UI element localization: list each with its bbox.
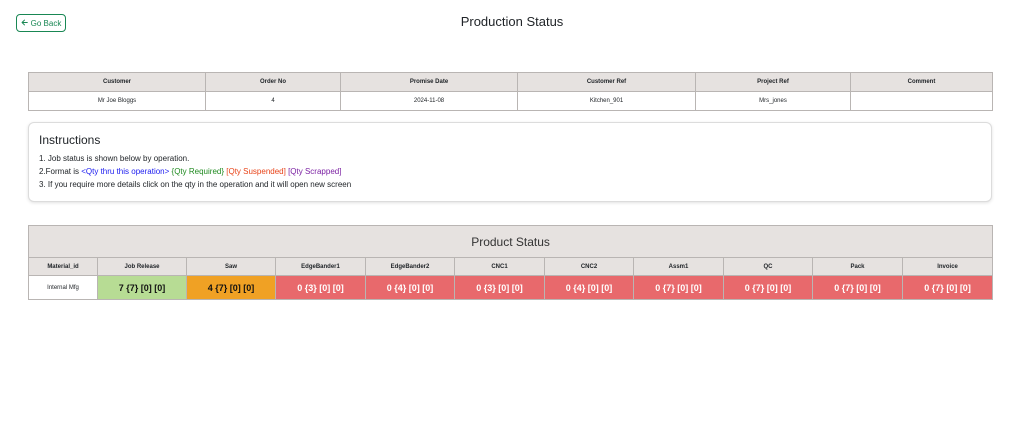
col-cnc2: CNC2: [544, 257, 634, 276]
order-no-cell: 4: [205, 91, 341, 111]
format-qty-suspended: [Qty Suspended]: [226, 167, 286, 176]
col-customer: Customer: [28, 72, 206, 92]
status-cell-cnc1[interactable]: 0 {3} [0] [0]: [454, 275, 545, 300]
col-edgebander2: EdgeBander2: [365, 257, 455, 276]
promise-date-cell: 2024-11-08: [340, 91, 518, 111]
col-comment: Comment: [850, 72, 993, 92]
go-back-label: Go Back: [30, 18, 62, 28]
page-title: Production Status: [460, 14, 564, 29]
col-material-id: Material_id: [28, 257, 98, 276]
order-table: Customer Order No Promise Date Customer …: [28, 72, 993, 111]
product-status-title: Product Status: [27, 225, 994, 258]
format-qty-required: {Qty Required}: [171, 167, 225, 176]
col-saw: Saw: [186, 257, 276, 276]
table-row: Mr Joe Bloggs 4 2024-11-08 Kitchen_901 M…: [28, 91, 993, 111]
col-edgebander1: EdgeBander1: [275, 257, 366, 276]
status-cell-job-release[interactable]: 7 {7} [0] [0]: [97, 275, 187, 300]
order-header-row: Customer Order No Promise Date Customer …: [28, 72, 993, 92]
col-pack: Pack: [812, 257, 903, 276]
status-header-row: Material_id Job Release Saw EdgeBander1 …: [28, 257, 994, 276]
instructions-title: Instructions: [39, 133, 101, 147]
status-cell-assm1[interactable]: 0 {7} [0] [0]: [633, 275, 724, 300]
arrow-left-icon: [21, 19, 28, 28]
status-cell-invoice[interactable]: 0 {7} [0] [0]: [901, 275, 994, 300]
status-cell-edgebander1[interactable]: 0 {3} [0] [0]: [275, 275, 366, 300]
col-customer-ref: Customer Ref: [517, 72, 696, 92]
status-cell-qc[interactable]: 0 {7} [0] [0]: [723, 275, 813, 300]
product-status-table: Product Status Material_id Job Release S…: [27, 225, 994, 300]
comment-cell: [850, 91, 993, 111]
format-qty-thru: <Qty thru this operation>: [81, 167, 170, 176]
col-assm1: Assm1: [633, 257, 724, 276]
status-cell-saw[interactable]: 4 {7} [0] [0]: [186, 275, 276, 300]
col-project-ref: Project Ref: [695, 72, 851, 92]
status-cell-pack[interactable]: 0 {7} [0] [0]: [812, 275, 903, 300]
format-qty-scrapped: [Qty Scrapped]: [288, 167, 342, 176]
col-qc: QC: [723, 257, 813, 276]
instruction-line-2: 2.Format is <Qty thru this operation> {Q…: [39, 165, 981, 178]
material-cell: Internal Mfg: [28, 275, 98, 300]
instruction-line-1: 1. Job status is shown below by operatio…: [39, 154, 190, 163]
customer-cell: Mr Joe Bloggs: [28, 91, 206, 111]
go-back-button[interactable]: Go Back: [16, 14, 66, 32]
instructions-card: Instructions 1. Job status is shown belo…: [28, 122, 992, 202]
status-cell-edgebander2[interactable]: 0 {4} [0] [0]: [365, 275, 455, 300]
col-order-no: Order No: [205, 72, 341, 92]
status-cell-cnc2[interactable]: 0 {4} [0] [0]: [544, 275, 634, 300]
col-cnc1: CNC1: [454, 257, 545, 276]
instruction-line-3: 3. If you require more details click on …: [39, 180, 352, 189]
col-job-release: Job Release: [97, 257, 187, 276]
table-row: Internal Mfg 7 {7} [0] [0] 4 {7} [0] [0]…: [28, 275, 994, 300]
col-promise-date: Promise Date: [340, 72, 518, 92]
format-prefix: 2.Format is: [39, 167, 82, 176]
customer-ref-cell: Kitchen_901: [517, 91, 696, 111]
col-invoice: Invoice: [901, 257, 994, 276]
project-ref-cell: Mrs_jones: [695, 91, 851, 111]
